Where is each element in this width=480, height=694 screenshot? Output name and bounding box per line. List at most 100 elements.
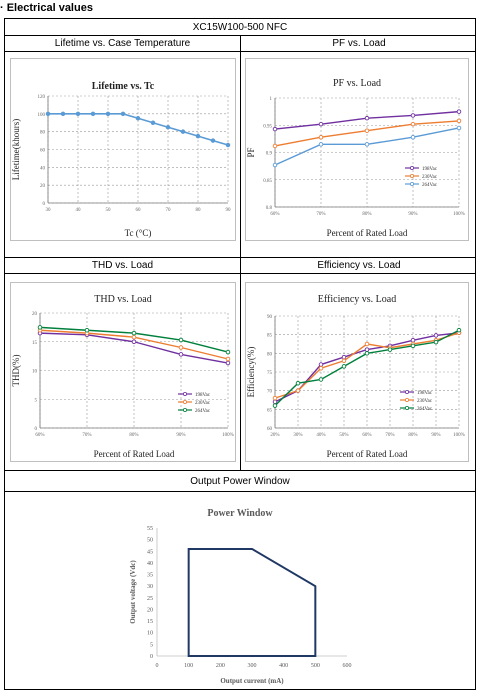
x-tick-label: 30% xyxy=(293,433,302,438)
x-axis-label: Tc (°C) xyxy=(125,228,152,238)
data-point xyxy=(295,380,301,386)
y-tick-label: 45 xyxy=(147,549,153,555)
y-tick-label: 85 xyxy=(267,334,273,339)
x-tick-label: 90% xyxy=(176,433,185,438)
x-tick-label: 20% xyxy=(270,433,279,438)
data-point xyxy=(45,111,51,117)
x-tick-label: 600 xyxy=(343,663,352,669)
data-point xyxy=(131,334,137,340)
thd-header: THD vs. Load xyxy=(91,260,154,271)
thd-chart: THD vs. Load Percent of Rated Load THD(%) 0… xyxy=(10,282,236,462)
pf-chart: PF vs. Load Percent of Rated Load PF 0.8 0.8… xyxy=(245,58,469,241)
data-point xyxy=(410,121,416,127)
y-tick-label: 15 xyxy=(147,619,153,625)
power-window-chart: Power Window Output current (mA) Output vo… xyxy=(129,508,352,685)
legend-marker xyxy=(182,408,187,413)
data-point xyxy=(318,121,324,127)
x-axis-label: Percent of Rated Load xyxy=(327,449,408,459)
x-tick-label: 40 xyxy=(76,208,82,213)
data-point xyxy=(272,395,278,401)
y-tick-label: 100 xyxy=(38,113,46,118)
x-tick-label: 60% xyxy=(362,433,371,438)
x-tick-label: 100 xyxy=(184,663,193,669)
data-point xyxy=(225,356,231,362)
legend-label: 230Vac xyxy=(417,399,433,404)
x-tick-label: 70 xyxy=(166,208,172,213)
model-header: XC15W100-500 NFC xyxy=(192,22,288,33)
data-point xyxy=(318,142,324,147)
legend-marker xyxy=(409,182,414,187)
y-tick-label: 30 xyxy=(147,584,153,590)
y-tick-label: 55 xyxy=(147,526,153,532)
data-point xyxy=(364,341,370,347)
x-axis-label: Output current (mA) xyxy=(220,677,284,685)
legend-label: 264Vac xyxy=(195,409,211,414)
data-point xyxy=(225,360,231,366)
y-tick-label: 0.95 xyxy=(263,124,272,129)
x-tick-label: 0 xyxy=(156,663,159,669)
data-point xyxy=(318,362,324,367)
data-point xyxy=(210,138,216,143)
x-tick-label: 500 xyxy=(311,663,320,669)
data-point xyxy=(272,162,278,168)
y-tick-label: 20 xyxy=(147,607,153,613)
legend-label: 264Vac xyxy=(422,183,438,188)
x-tick-label: 50% xyxy=(339,433,348,438)
chart-title: PF vs. Load xyxy=(333,78,381,89)
data-point xyxy=(37,325,43,330)
data-point xyxy=(225,349,231,355)
x-tick-label: 90 xyxy=(226,208,232,213)
data-point xyxy=(410,134,416,140)
x-tick-label: 60% xyxy=(35,433,44,438)
y-axis-label: THD(%) xyxy=(11,355,21,387)
pf-header: PF vs. Load xyxy=(332,38,386,49)
data-point xyxy=(318,377,324,382)
data-point xyxy=(364,347,370,352)
data-point xyxy=(180,129,186,134)
data-point xyxy=(225,142,231,148)
data-point xyxy=(178,352,184,357)
x-tick-label: 60 xyxy=(136,208,142,213)
y-tick-label: 120 xyxy=(38,95,46,100)
chart-title: Efficiency vs. Load xyxy=(318,294,396,305)
y-tick-label: 5 xyxy=(150,642,153,648)
y-tick-label: 0 xyxy=(43,202,46,207)
legend-label: 264Vac xyxy=(417,407,433,412)
x-tick-label: 70% xyxy=(316,212,325,217)
legend-label: 198Vac xyxy=(422,167,438,172)
data-point xyxy=(105,111,111,117)
data-point xyxy=(178,337,184,343)
data-point xyxy=(131,339,137,345)
data-point xyxy=(387,347,393,352)
legend-marker xyxy=(404,406,409,411)
x-tick-label: 40% xyxy=(316,433,325,438)
y-tick-label: 20 xyxy=(40,184,46,189)
x-tick-label: 80% xyxy=(129,433,138,438)
y-tick-label: 20 xyxy=(32,312,38,317)
data-point xyxy=(364,351,370,356)
data-point xyxy=(135,116,141,121)
y-tick-label: 75 xyxy=(267,371,273,376)
y-tick-label: 10 xyxy=(32,370,38,375)
data-point xyxy=(195,133,201,139)
legend-label: 230Vac xyxy=(422,175,438,180)
legend-marker xyxy=(409,174,414,179)
y-axis-label: Lifetime(khours) xyxy=(11,119,21,180)
chart-title: Power Window xyxy=(207,508,273,519)
legend-label: 198Vac xyxy=(195,393,211,398)
data-point xyxy=(364,142,370,147)
chart-title: THD vs. Load xyxy=(94,294,152,305)
x-tick-label: 200 xyxy=(216,663,225,669)
data-point xyxy=(364,115,370,121)
y-tick-label: 0.8 xyxy=(266,206,273,211)
data-point xyxy=(272,143,278,149)
y-tick-label: 40 xyxy=(147,561,153,567)
data-point xyxy=(456,125,462,131)
legend-marker xyxy=(182,392,187,397)
y-tick-label: 10 xyxy=(147,631,153,637)
y-tick-label: 65 xyxy=(267,408,273,413)
data-point xyxy=(165,124,171,130)
y-tick-label: 60 xyxy=(40,149,46,154)
x-tick-label: 90% xyxy=(431,433,440,438)
y-tick-label: 90 xyxy=(267,315,273,320)
